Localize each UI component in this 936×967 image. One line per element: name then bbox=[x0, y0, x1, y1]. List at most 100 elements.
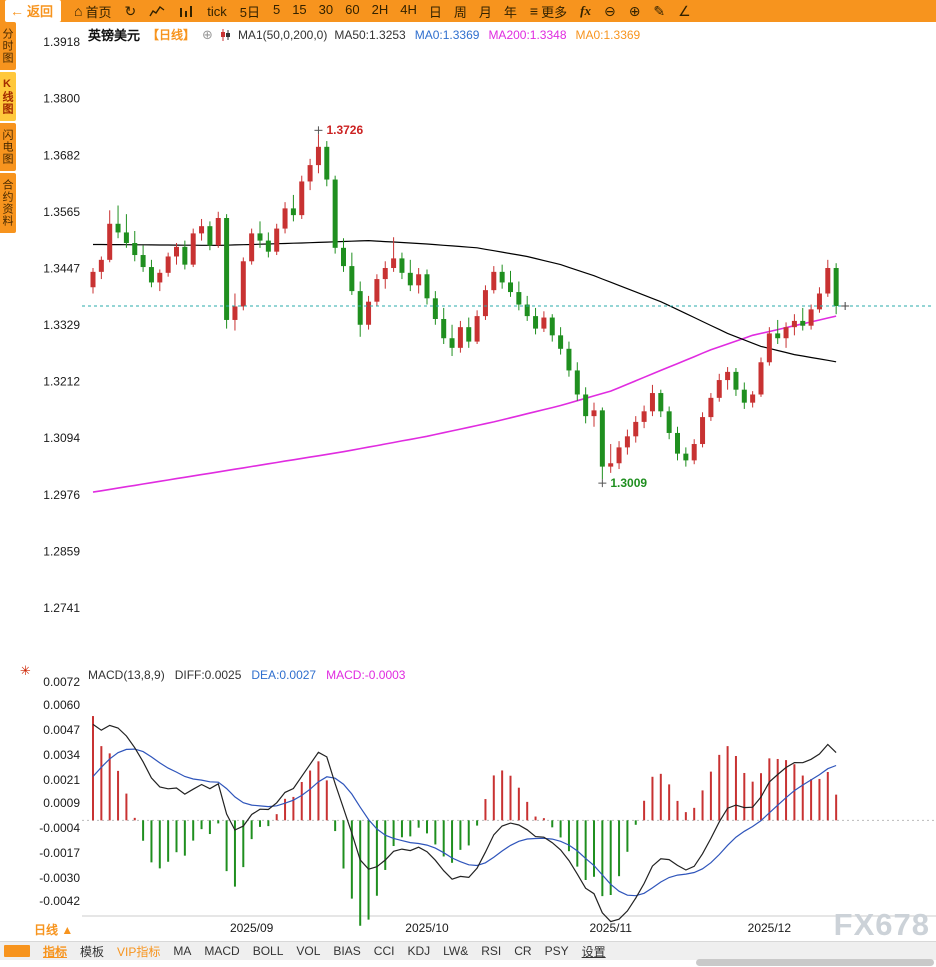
indicator-tab-CR[interactable]: CR bbox=[514, 944, 532, 958]
interval-button-5[interactable]: 5 bbox=[272, 1, 281, 17]
candle-body bbox=[541, 317, 547, 329]
zoom-in-icon[interactable]: ⊕ bbox=[628, 3, 641, 19]
interval-tick-button[interactable]: tick bbox=[207, 3, 227, 19]
interval-button-2H[interactable]: 2H bbox=[371, 1, 389, 17]
annotation-high: 1.3726 bbox=[326, 123, 364, 138]
macd-tick-label: -0.0004 bbox=[39, 821, 80, 835]
candle-body bbox=[315, 146, 321, 166]
ma-settings-label: MA1(50,0,200,0) bbox=[237, 27, 328, 42]
interval-button-日[interactable]: 日 bbox=[428, 4, 442, 20]
bar-chart-button[interactable] bbox=[178, 5, 194, 18]
candle-body bbox=[257, 233, 263, 241]
interval-button-30[interactable]: 30 bbox=[318, 1, 334, 17]
interval-button-60[interactable]: 60 bbox=[345, 1, 360, 17]
hamburger-icon: ≡ bbox=[529, 3, 539, 19]
candle-body bbox=[307, 165, 313, 182]
dea-line bbox=[92, 748, 837, 897]
line-chart-icon bbox=[149, 5, 165, 16]
candle-body bbox=[616, 447, 622, 464]
candle-body bbox=[165, 256, 171, 273]
indicator-panel-button[interactable] bbox=[4, 945, 30, 957]
candle-body bbox=[833, 268, 839, 307]
candle-body bbox=[215, 218, 221, 246]
price-chart-svg[interactable]: 1.3918 1.3800 1.3682 1.3565 1.3447 1.3329 1.32… bbox=[18, 22, 936, 967]
interval-button-4H[interactable]: 4H bbox=[400, 1, 417, 17]
sidebar-tab-分时图[interactable]: 分时图 bbox=[0, 22, 16, 70]
ma-value-label: MA200:1.3348 bbox=[488, 27, 567, 42]
candle-body bbox=[733, 371, 739, 390]
interval-button-15[interactable]: 15 bbox=[292, 1, 307, 17]
more-button[interactable]: ≡ 更多 bbox=[530, 2, 567, 21]
macd-tick-label: 0.0034 bbox=[43, 748, 80, 762]
candle-body bbox=[524, 304, 530, 317]
horizontal-scrollbar[interactable] bbox=[696, 959, 934, 966]
interval-button-年[interactable]: 年 bbox=[503, 4, 517, 20]
candle-body bbox=[825, 268, 831, 294]
interval-5day-button[interactable]: 5日 bbox=[239, 4, 260, 20]
candle-body bbox=[750, 394, 756, 403]
month-label: 2025/09 bbox=[230, 921, 274, 935]
measure-angle-icon[interactable]: ∠ bbox=[678, 3, 691, 19]
macd-tick-label: 0.0021 bbox=[43, 773, 80, 787]
price-tick-label: 1.3094 bbox=[43, 431, 80, 445]
candle-body bbox=[299, 181, 305, 216]
price-tick-label: 1.2859 bbox=[43, 544, 80, 558]
zoom-out-icon[interactable]: ⊖ bbox=[603, 3, 616, 19]
candle-body bbox=[466, 327, 472, 342]
symbol-name: 英镑美元 bbox=[88, 28, 141, 43]
indicator-tab-PSY[interactable]: PSY bbox=[544, 944, 569, 958]
indicator-tab-VIP指标[interactable]: VIP指标 bbox=[117, 944, 161, 959]
interval-button-周[interactable]: 周 bbox=[453, 4, 467, 20]
candle-body bbox=[424, 274, 430, 299]
candle-body bbox=[98, 259, 104, 272]
indicator-tab-VOL[interactable]: VOL bbox=[296, 944, 321, 958]
draw-pencil-icon[interactable]: ✎ bbox=[653, 3, 666, 19]
candle-body bbox=[182, 246, 188, 265]
candle-body bbox=[357, 291, 363, 325]
price-tick-label: 1.3329 bbox=[43, 318, 80, 332]
back-label: 返回 bbox=[27, 4, 54, 19]
macd-tick-label: 0.0060 bbox=[43, 698, 80, 712]
indicator-tab-RSI[interactable]: RSI bbox=[481, 944, 502, 958]
indicator-tab-MACD[interactable]: MACD bbox=[204, 944, 240, 958]
indicator-tab-MA[interactable]: MA bbox=[173, 944, 192, 958]
period-selector[interactable]: 日线 ▲ bbox=[34, 921, 73, 938]
candle-body bbox=[290, 208, 296, 216]
candle-body bbox=[332, 179, 338, 248]
indicator-tab-指标[interactable]: 指标 bbox=[43, 944, 68, 959]
ma50-line bbox=[93, 239, 837, 363]
sidebar-tab-闪电图[interactable]: 闪电图 bbox=[0, 123, 16, 171]
ma-value-label: MA0:1.3369 bbox=[575, 27, 641, 42]
ma-value-label: MA0:1.3369 bbox=[414, 27, 480, 42]
sidebar-tab-K线图[interactable]: K线图 bbox=[0, 72, 16, 121]
candle-body bbox=[349, 266, 355, 292]
price-tick-label: 1.3447 bbox=[43, 261, 80, 275]
candle-body bbox=[516, 292, 522, 305]
macd-tick-label: 0.0009 bbox=[43, 796, 80, 810]
formula-button[interactable]: fx bbox=[580, 3, 591, 18]
indicator-settings-icon[interactable]: ✳ bbox=[20, 663, 31, 678]
interval-button-月[interactable]: 月 bbox=[478, 4, 492, 20]
indicator-tab-设置[interactable]: 设置 bbox=[581, 944, 606, 959]
sidebar-tab-合约资料[interactable]: 合约资料 bbox=[0, 173, 16, 233]
candle-body bbox=[407, 272, 413, 286]
indicator-tab-BOLL[interactable]: BOLL bbox=[252, 944, 284, 958]
indicator-tab-CCI[interactable]: CCI bbox=[373, 944, 395, 958]
refresh-button[interactable]: ↻ bbox=[125, 4, 137, 18]
back-button[interactable]: ← 返回 bbox=[5, 0, 62, 22]
indicator-tab-模板[interactable]: 模板 bbox=[80, 944, 105, 959]
candle-body bbox=[324, 146, 330, 180]
bar-chart-icon bbox=[180, 5, 193, 17]
add-indicator-icon[interactable]: ⊕ bbox=[202, 26, 213, 42]
line-chart-button[interactable] bbox=[149, 5, 165, 18]
indicator-tab-KDJ[interactable]: KDJ bbox=[407, 944, 431, 958]
home-button[interactable]: ⌂ 首页 bbox=[74, 2, 111, 21]
indicator-tab-LW&[interactable]: LW& bbox=[443, 944, 469, 958]
candle-body bbox=[675, 432, 680, 454]
candle-body bbox=[391, 258, 397, 269]
candle-body bbox=[123, 232, 129, 244]
indicator-tab-BIAS[interactable]: BIAS bbox=[333, 944, 361, 958]
candlestick-mini-icon bbox=[220, 28, 230, 41]
candle-body bbox=[416, 274, 422, 286]
candle-body bbox=[641, 411, 647, 422]
